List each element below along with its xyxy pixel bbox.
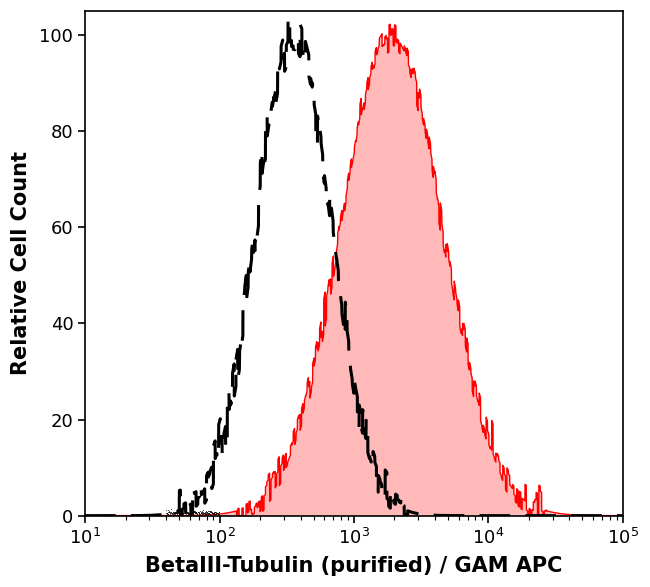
X-axis label: BetaIII-Tubulin (purified) / GAM APC: BetaIII-Tubulin (purified) / GAM APC [146, 556, 563, 576]
Y-axis label: Relative Cell Count: Relative Cell Count [11, 151, 31, 375]
